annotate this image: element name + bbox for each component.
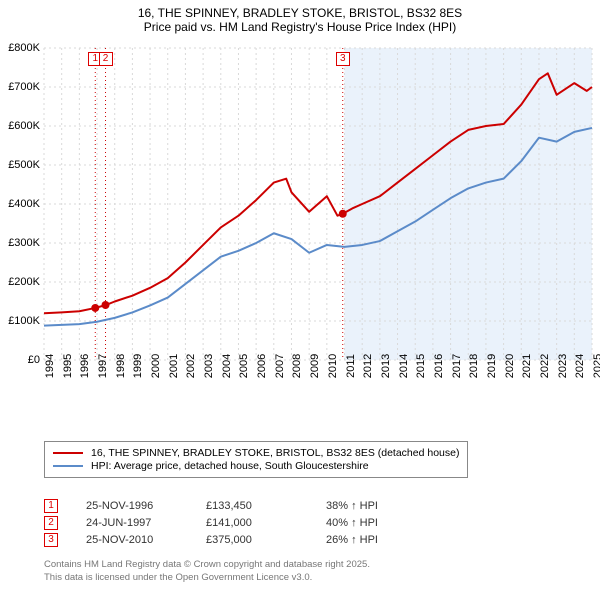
legend-swatch — [53, 465, 83, 467]
tx-hpi: 40% ↑ HPI — [326, 517, 446, 529]
x-tick-label: 2025 — [592, 354, 600, 378]
y-tick-label: £0 — [0, 354, 40, 366]
marker-index-box: 2 — [99, 52, 113, 66]
tx-date: 24-JUN-1997 — [86, 517, 206, 529]
tx-date: 25-NOV-1996 — [86, 500, 206, 512]
y-tick-label: £700K — [0, 81, 40, 93]
tx-hpi: 26% ↑ HPI — [326, 534, 446, 546]
y-tick-label: £400K — [0, 198, 40, 210]
footer-line-2: This data is licensed under the Open Gov… — [44, 572, 370, 584]
legend: 16, THE SPINNEY, BRADLEY STOKE, BRISTOL,… — [44, 441, 468, 478]
tx-price: £133,450 — [206, 500, 326, 512]
marker-index-box: 3 — [336, 52, 350, 66]
y-tick-label: £100K — [0, 315, 40, 327]
legend-item: HPI: Average price, detached house, Sout… — [53, 460, 459, 472]
legend-swatch — [53, 452, 83, 454]
tx-hpi: 38% ↑ HPI — [326, 500, 446, 512]
tx-index: 1 — [44, 499, 58, 513]
footer-line-1: Contains HM Land Registry data © Crown c… — [44, 559, 370, 571]
tx-price: £375,000 — [206, 534, 326, 546]
tx-date: 25-NOV-2010 — [86, 534, 206, 546]
y-tick-label: £500K — [0, 159, 40, 171]
attribution-footer: Contains HM Land Registry data © Crown c… — [44, 559, 370, 584]
legend-item: 16, THE SPINNEY, BRADLEY STOKE, BRISTOL,… — [53, 447, 459, 459]
y-tick-label: £300K — [0, 237, 40, 249]
page: 16, THE SPINNEY, BRADLEY STOKE, BRISTOL,… — [0, 0, 600, 590]
legend-label: HPI: Average price, detached house, Sout… — [91, 460, 369, 472]
legend-label: 16, THE SPINNEY, BRADLEY STOKE, BRISTOL,… — [91, 447, 459, 459]
title-line-2: Price paid vs. HM Land Registry's House … — [10, 20, 590, 34]
table-row: 2 24-JUN-1997 £141,000 40% ↑ HPI — [44, 516, 446, 530]
y-tick-label: £600K — [0, 120, 40, 132]
tx-price: £141,000 — [206, 517, 326, 529]
tx-index: 2 — [44, 516, 58, 530]
table-row: 3 25-NOV-2010 £375,000 26% ↑ HPI — [44, 533, 446, 547]
chart-title-block: 16, THE SPINNEY, BRADLEY STOKE, BRISTOL,… — [0, 0, 600, 36]
y-tick-label: £200K — [0, 276, 40, 288]
title-line-1: 16, THE SPINNEY, BRADLEY STOKE, BRISTOL,… — [10, 6, 590, 20]
y-tick-label: £800K — [0, 42, 40, 54]
table-row: 1 25-NOV-1996 £133,450 38% ↑ HPI — [44, 499, 446, 513]
tx-index: 3 — [44, 533, 58, 547]
chart-area: £0 £100K £200K £300K £400K £500K £600K £700K £80… — [0, 40, 600, 410]
transactions-table: 1 25-NOV-1996 £133,450 38% ↑ HPI 2 24-JU… — [44, 496, 446, 550]
